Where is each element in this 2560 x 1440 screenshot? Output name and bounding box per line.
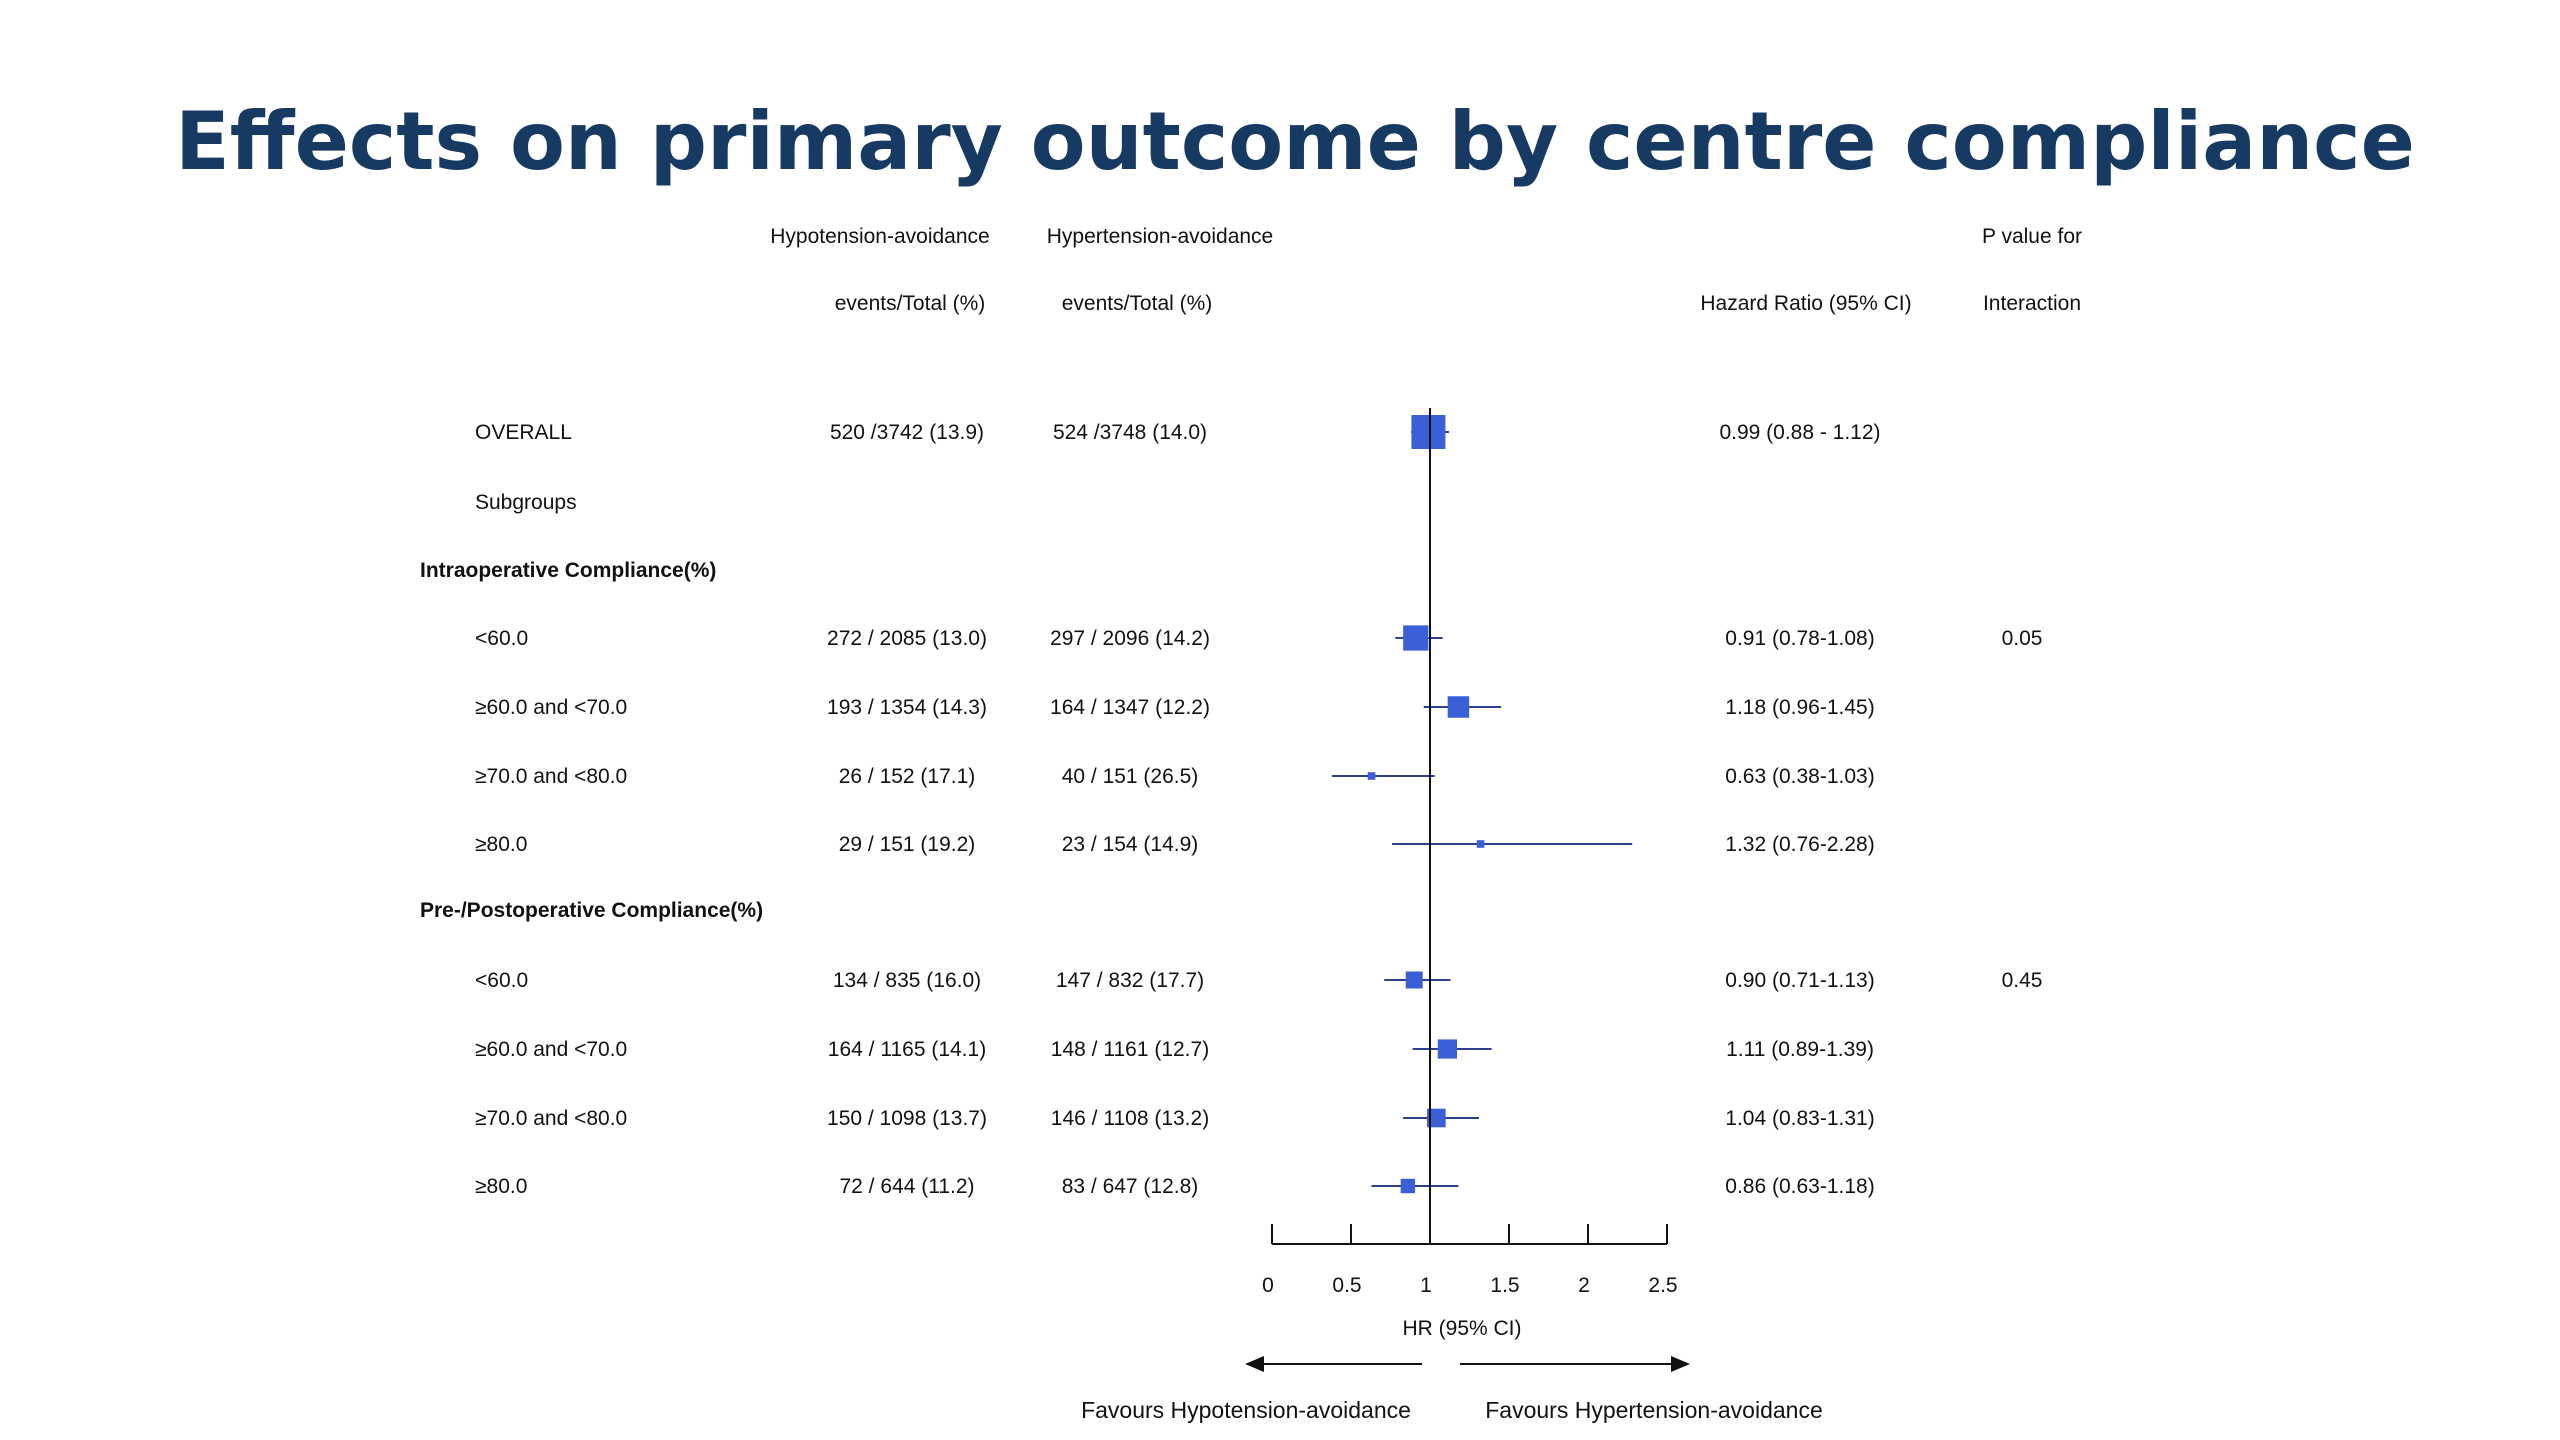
header-p-line2: Interaction [1983,292,2081,315]
row-10-label: ≥60.0 and <70.0 [475,1038,627,1061]
row-11-hypotension-events: 150 / 1098 (13.7) [827,1107,987,1130]
row-7-hazard-ratio: 1.32 (0.76-2.28) [1725,833,1874,856]
row-3-section-label: Intraoperative Compliance(%) [420,559,716,582]
row-1-hypertension-events: 524 /3748 (14.0) [1053,421,1207,444]
row-11-hazard-ratio: 1.04 (0.83-1.31) [1725,1107,1874,1130]
row-1-hazard-ratio: 0.99 (0.88 - 1.12) [1719,421,1880,444]
x-tick-label-3: 1.5 [1490,1274,1519,1297]
row-4-hr-marker [1403,625,1429,651]
row-12-hypotension-events: 72 / 644 (11.2) [839,1175,974,1198]
row-9-hazard-ratio: 0.90 (0.71-1.13) [1725,969,1874,992]
row-6-hypotension-events: 26 / 152 (17.1) [839,765,976,788]
row-7-hypertension-events: 23 / 154 (14.9) [1062,833,1199,856]
row-9-label: <60.0 [475,969,528,992]
row-5-hypotension-events: 193 / 1354 (14.3) [827,696,987,719]
row-6-hypertension-events: 40 / 151 (26.5) [1062,765,1199,788]
row-9-hr-marker [1405,971,1423,989]
row-12-label: ≥80.0 [475,1175,527,1198]
row-7-hypotension-events: 29 / 151 (19.2) [839,833,976,856]
x-tick-label-4: 2 [1578,1274,1590,1297]
row-1-hypotension-events: 520 /3742 (13.9) [830,421,984,444]
row-5-hazard-ratio: 1.18 (0.96-1.45) [1725,696,1874,719]
row-10-hypertension-events: 148 / 1161 (12.7) [1051,1038,1209,1061]
arrow-right-head [1671,1356,1690,1372]
slide-title: Effects on primary outcome by centre com… [175,95,2415,188]
row-6-hazard-ratio: 0.63 (0.38-1.03) [1725,765,1874,788]
table-rows: OVERALL 520 /3742 (13.9) 524 /3748 (14.0) 0… [420,421,2042,1198]
axis-title: HR (95% CI) [1402,1317,1521,1340]
row-9-hypotension-events: 134 / 835 (16.0) [833,969,981,992]
x-tick-label-0: 0 [1262,1274,1274,1297]
row-8-section-label: Pre-/Postoperative Compliance(%) [420,899,763,922]
row-12-hypertension-events: 83 / 647 (12.8) [1062,1175,1199,1198]
row-1-label: OVERALL [475,421,572,444]
x-tick-label-5: 2.5 [1648,1274,1677,1297]
row-11-label: ≥70.0 and <80.0 [475,1107,627,1130]
header-group1-line2: events/Total (%) [835,292,986,315]
row-7-label: ≥80.0 [475,833,527,856]
row-4-hazard-ratio: 0.91 (0.78-1.08) [1725,627,1874,650]
row-9-hypertension-events: 147 / 832 (17.7) [1056,969,1204,992]
row-4-hypotension-events: 272 / 2085 (13.0) [827,627,987,650]
row-9-p-value: 0.45 [2002,969,2043,992]
row-4-hypertension-events: 297 / 2096 (14.2) [1050,627,1210,650]
row-4-label: <60.0 [475,627,528,650]
row-6-hr-marker [1367,772,1376,780]
row-7-hr-marker [1476,840,1485,848]
header-p-line1: P value for [1982,225,2082,248]
row-4-p-value: 0.05 [2002,627,2043,650]
header-group2-line1: Hypertension-avoidance [1047,225,1273,248]
row-6-label: ≥70.0 and <80.0 [475,765,627,788]
header-hr: Hazard Ratio (95% CI) [1700,292,1911,315]
row-5-label: ≥60.0 and <70.0 [475,696,627,719]
row-2-label: Subgroups [475,491,577,514]
row-5-hypertension-events: 164 / 1347 (12.2) [1050,696,1210,719]
row-5-hr-marker [1447,696,1470,718]
row-10-hypotension-events: 164 / 1165 (14.1) [828,1038,986,1061]
arrow-left-head [1245,1356,1264,1372]
row-1-hr-marker [1411,415,1446,449]
header-group2-line2: events/Total (%) [1062,292,1213,315]
x-tick-label-2: 1 [1420,1274,1432,1297]
header-group1-line1: Hypotension-avoidance [770,225,989,248]
favours-left-label: Favours Hypotension-avoidance [1081,1397,1411,1423]
row-12-hazard-ratio: 0.86 (0.63-1.18) [1725,1175,1874,1198]
row-10-hr-marker [1437,1039,1457,1059]
row-11-hr-marker [1427,1108,1446,1128]
favours-right-label: Favours Hypertension-avoidance [1485,1397,1823,1423]
row-10-hazard-ratio: 1.11 (0.89-1.39) [1726,1038,1874,1061]
row-12-hr-marker [1400,1178,1416,1194]
plot-area: 0 0.5 1 1.5 2 2.5 [1262,408,1678,1297]
x-tick-label-1: 0.5 [1332,1274,1361,1297]
row-11-hypertension-events: 146 / 1108 (13.2) [1051,1107,1209,1130]
